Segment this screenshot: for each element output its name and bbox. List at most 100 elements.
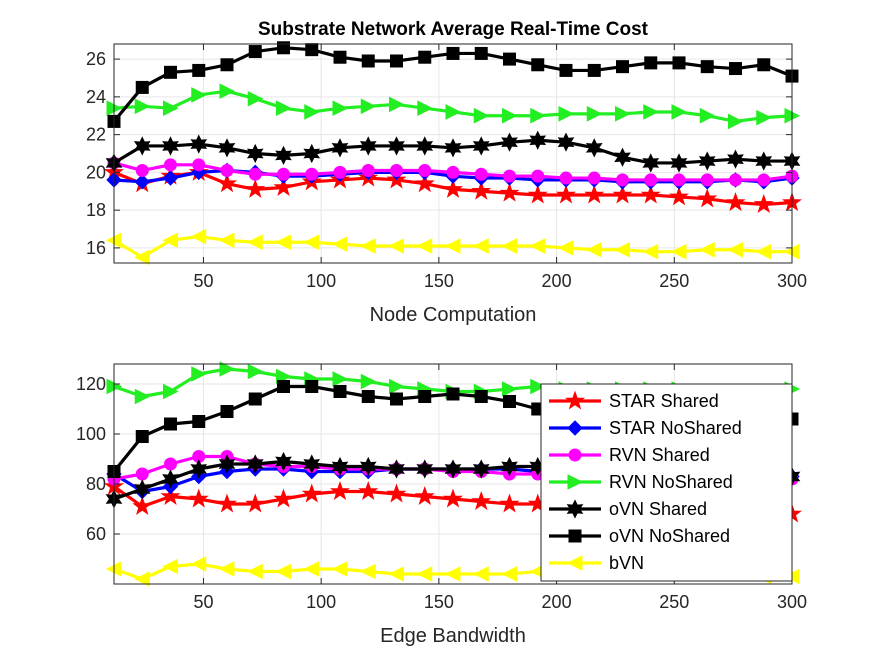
data-point <box>389 378 405 395</box>
legend-label: oVN NoShared <box>609 526 730 546</box>
data-point <box>586 106 603 122</box>
data-point <box>162 136 179 156</box>
data-point <box>246 454 264 474</box>
data-point <box>304 104 320 120</box>
y-tick-label: 18 <box>86 200 106 220</box>
data-point <box>361 163 375 177</box>
y-tick-label: 60 <box>86 524 106 544</box>
data-point <box>245 493 266 513</box>
data-point <box>162 170 179 186</box>
data-point <box>191 366 207 382</box>
data-point <box>670 153 688 173</box>
data-point <box>192 415 206 428</box>
data-point <box>218 232 235 249</box>
legend-marker <box>568 448 582 462</box>
data-point <box>273 488 294 508</box>
data-point <box>531 169 545 183</box>
data-point <box>444 238 461 254</box>
data-point <box>360 373 377 390</box>
data-point <box>247 563 263 580</box>
y-tick-label: 26 <box>86 49 106 69</box>
data-point <box>728 113 744 130</box>
x-tick-label: 250 <box>659 271 689 291</box>
data-point <box>727 149 744 169</box>
x-tick-label: 50 <box>193 271 213 291</box>
data-point <box>386 483 407 503</box>
data-point <box>414 485 435 506</box>
data-point <box>672 173 686 187</box>
data-point <box>672 56 686 70</box>
data-point <box>444 459 462 479</box>
data-point <box>442 178 464 198</box>
data-point <box>134 388 151 405</box>
data-point <box>725 192 746 212</box>
data-point <box>472 459 490 479</box>
legend-label: bVN <box>609 553 644 573</box>
data-point <box>134 174 150 190</box>
data-point <box>418 50 432 64</box>
data-point <box>558 106 575 122</box>
data-point <box>418 390 432 403</box>
data-point <box>670 243 687 260</box>
data-point <box>164 457 177 471</box>
data-point <box>587 63 601 77</box>
data-point <box>361 54 375 68</box>
data-point <box>555 184 577 204</box>
data-point <box>164 158 177 172</box>
data-point <box>473 566 489 582</box>
data-point <box>133 479 151 499</box>
data-point <box>361 390 375 403</box>
data-point <box>559 171 573 185</box>
data-point <box>530 107 546 124</box>
data-point <box>698 151 716 171</box>
data-point <box>671 104 688 120</box>
data-point <box>503 395 516 408</box>
data-point <box>218 454 236 474</box>
data-point <box>360 98 377 115</box>
data-point <box>329 480 351 501</box>
legend-marker <box>568 529 582 543</box>
data-point <box>417 100 433 116</box>
data-point <box>643 104 659 120</box>
data-point <box>163 383 179 400</box>
data-point <box>333 385 347 398</box>
data-point <box>276 100 292 116</box>
data-point <box>616 173 629 187</box>
data-point <box>584 184 605 204</box>
data-point <box>132 495 153 516</box>
data-point <box>275 563 291 580</box>
data-point <box>615 106 631 122</box>
legend-label: oVN Shared <box>609 499 707 519</box>
legend-label: RVN Shared <box>609 445 710 465</box>
data-point <box>502 107 518 124</box>
data-point <box>559 63 573 77</box>
data-point <box>587 171 601 185</box>
data-point <box>416 459 434 479</box>
data-point <box>614 147 631 167</box>
data-point <box>529 238 546 254</box>
data-point <box>474 390 488 403</box>
data-point <box>416 238 433 254</box>
data-point <box>699 241 715 258</box>
data-point <box>757 58 771 72</box>
data-point <box>220 58 234 72</box>
data-point <box>474 167 488 181</box>
data-point <box>220 405 234 418</box>
data-point <box>332 100 349 116</box>
data-point <box>277 380 290 393</box>
series-rvn-shared <box>107 156 799 187</box>
data-point <box>755 151 773 171</box>
data-point <box>359 136 377 156</box>
data-point <box>616 60 629 74</box>
legend-marker <box>567 474 584 490</box>
data-point <box>471 180 492 200</box>
data-point <box>416 136 434 156</box>
data-point <box>248 392 262 406</box>
data-point <box>331 456 349 477</box>
data-point <box>192 158 206 172</box>
data-point <box>303 234 320 251</box>
data-point <box>164 417 177 431</box>
data-point <box>190 228 207 245</box>
legend-marker <box>567 420 583 436</box>
